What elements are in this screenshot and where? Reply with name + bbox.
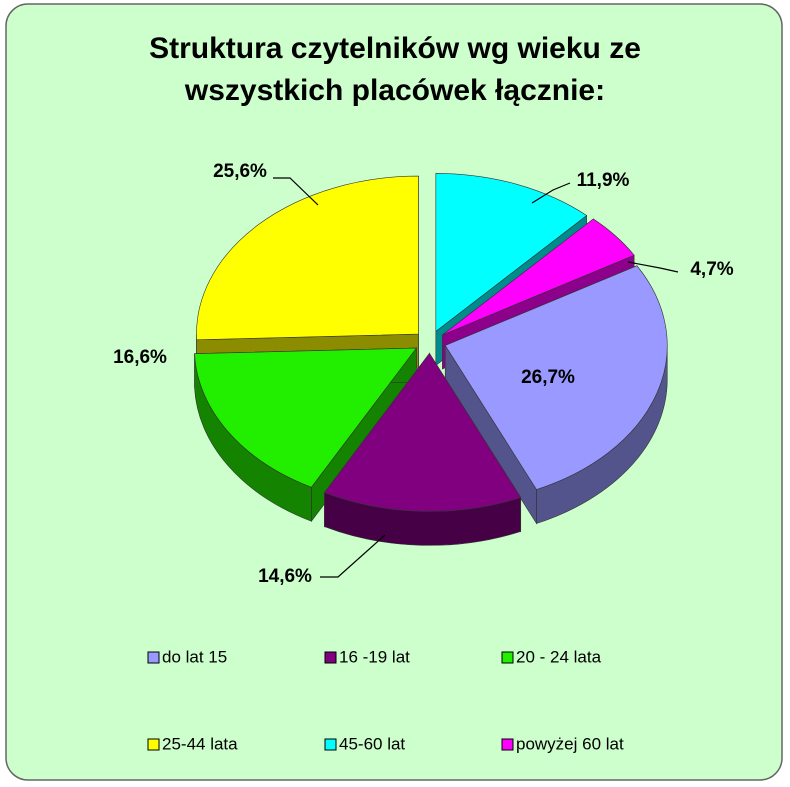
leader-line xyxy=(627,261,679,273)
leader-line xyxy=(273,177,319,206)
pie xyxy=(194,173,668,546)
slice xyxy=(444,265,668,490)
slice xyxy=(194,347,418,488)
legend-label: 45-60 lat xyxy=(339,734,405,753)
legend-swatch xyxy=(501,651,514,664)
legend-swatch xyxy=(147,738,160,751)
legend-label: 20 - 24 lata xyxy=(516,647,602,666)
legend: do lat 15 16 -19 lat 20 - 24 lata 25-44 lat… xyxy=(147,647,624,753)
legend-label: 25-44 lata xyxy=(162,734,238,753)
data-label: 14,6% xyxy=(258,566,312,587)
data-label: 26,7% xyxy=(521,367,575,388)
slice xyxy=(323,352,522,512)
legend-swatch xyxy=(324,651,337,664)
legend-label: 16 -19 lat xyxy=(339,647,410,666)
leader-line xyxy=(320,534,386,578)
data-label: 4,7% xyxy=(690,259,733,280)
legend-label: do lat 15 xyxy=(162,647,227,666)
slice xyxy=(435,173,588,333)
leader-line xyxy=(531,182,571,204)
data-label: 11,9% xyxy=(577,170,630,191)
data-label: 16,6% xyxy=(113,347,167,368)
chart-title: wszystkich placówek łącznie: xyxy=(184,74,605,107)
data-label: 25,6% xyxy=(213,161,267,182)
chart-title: Struktura czytelników wg wieku ze xyxy=(149,32,641,65)
legend-swatch xyxy=(501,738,514,751)
labels: 26,7% 14,6% 16,6% 25,6% 11,9% 4,7% xyxy=(113,161,734,587)
legend-swatch xyxy=(324,738,337,751)
slice xyxy=(442,218,635,336)
legend-label: powyżej 60 lat xyxy=(516,734,624,753)
slice xyxy=(196,175,419,341)
legend-swatch xyxy=(147,651,160,664)
